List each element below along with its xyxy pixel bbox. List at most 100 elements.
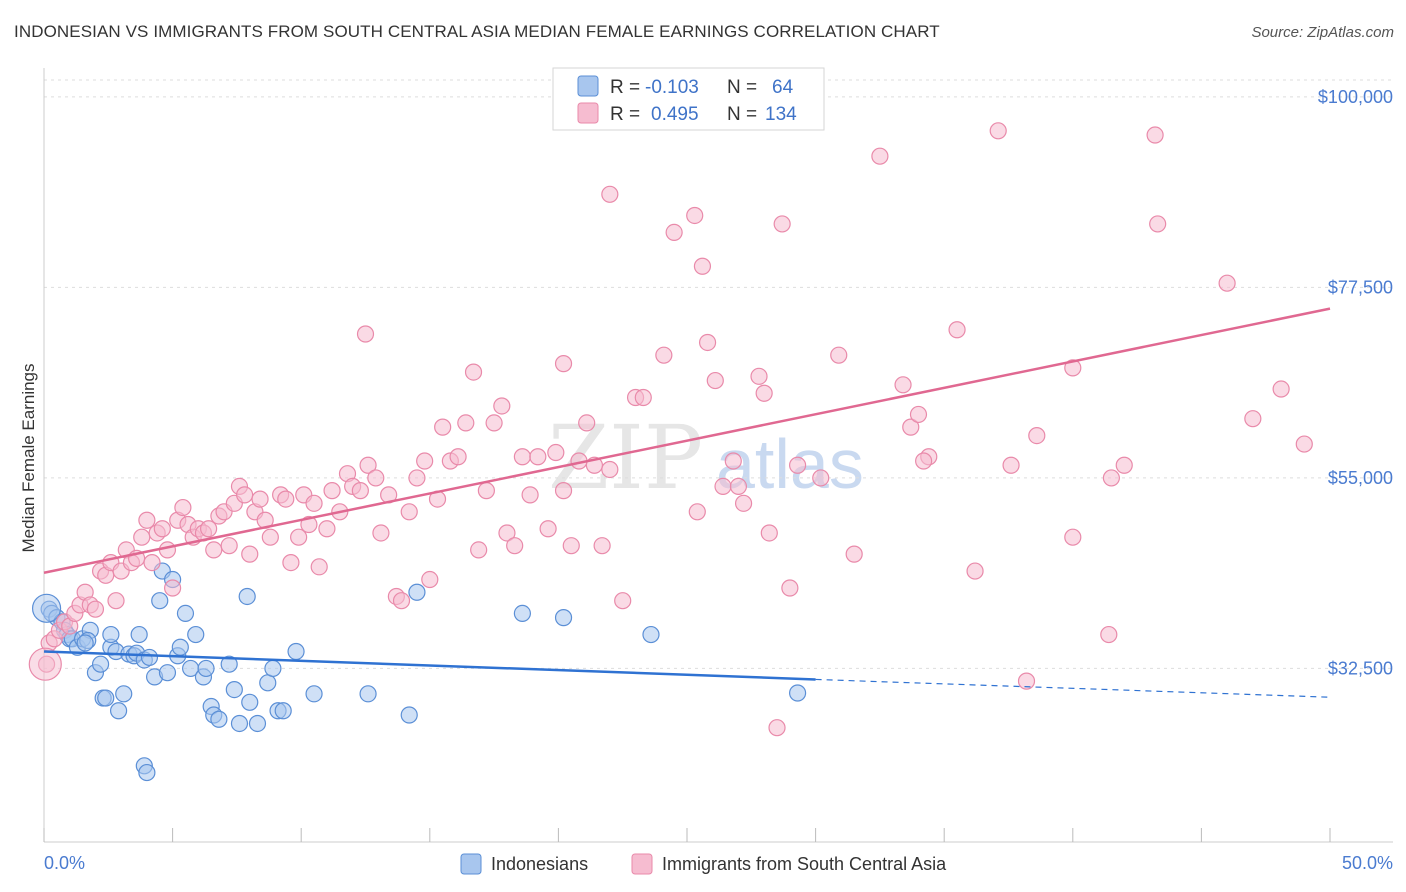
y-tick-label-1: $55,000	[1328, 468, 1393, 488]
indonesians-point-55	[408, 583, 426, 601]
south-central-asia-point-87	[562, 537, 580, 555]
south-central-asia-point-109	[830, 346, 848, 364]
south-central-asia-point-120	[1064, 528, 1082, 546]
south-central-asia-point-135	[773, 215, 791, 233]
bottom-legend-label-2: Immigrants from South Central Asia	[662, 854, 947, 874]
south-central-asia-point-14	[107, 592, 125, 610]
south-central-asia-point-89	[578, 414, 596, 432]
south-central-asia-point-78	[493, 397, 511, 415]
indonesians-point-48	[264, 659, 282, 678]
indonesians-point-40	[210, 710, 228, 728]
south-central-asia-point-117	[1002, 456, 1020, 474]
south-central-asia-point-140	[768, 719, 786, 737]
indonesians-point-44	[238, 587, 256, 606]
south-central-asia-point-126	[1244, 410, 1262, 428]
south-central-asia-point-23	[153, 520, 171, 538]
indonesians-point-15	[97, 689, 115, 707]
south-central-asia-point-20	[138, 511, 156, 529]
indonesians-point-43	[230, 714, 249, 733]
y-tick-label-3: $100,000	[1318, 87, 1393, 107]
south-central-asia-point-58	[351, 482, 369, 500]
south-central-asia-point-33	[205, 541, 223, 559]
bottom-legend-swatch-pink	[631, 853, 653, 875]
south-central-asia-point-32	[200, 520, 218, 538]
south-central-asia-point-50	[300, 515, 318, 534]
y-axis-label: Median Female Earnings	[19, 364, 38, 553]
legend-r-label-1: R =	[610, 77, 640, 98]
tick-labels: $32,500 $55,000 $77,500 $100,000	[1318, 87, 1393, 679]
bottom-legend-swatch-blue	[460, 853, 482, 875]
south-central-asia-point-133	[665, 223, 683, 241]
trend-line-south-central-asia	[43, 307, 1331, 574]
south-central-asia-point-74	[464, 363, 483, 381]
indonesians-point-58	[642, 625, 660, 644]
south-central-asia-point-128	[1295, 435, 1313, 453]
south-central-asia-point-116	[966, 562, 984, 580]
indonesians-point-47	[259, 674, 277, 692]
south-central-asia-point-24	[158, 541, 177, 559]
south-central-asia-point-110	[845, 545, 863, 563]
axes	[43, 68, 1393, 843]
south-central-asia-point-91	[593, 537, 611, 555]
south-central-asia-point-48	[290, 528, 308, 546]
south-central-asia-point-127	[1272, 380, 1290, 398]
indonesians-point-42	[225, 680, 243, 699]
indonesians-point-60	[138, 763, 156, 782]
south-central-asia-point-103	[750, 367, 768, 385]
south-central-asia-point-119	[1028, 427, 1046, 445]
x-tick-max: 50.0%	[1342, 853, 1393, 873]
south-central-asia-point-124	[1149, 215, 1167, 233]
indonesians-point-27	[151, 592, 169, 610]
south-central-asia-point-129	[989, 122, 1007, 140]
indonesians-point-61	[102, 625, 120, 644]
south-central-asia-point-130	[1146, 126, 1164, 144]
series-legend: Indonesians Immigrants from South Centra…	[460, 853, 947, 875]
south-central-asia-point-52	[310, 558, 328, 576]
south-central-asia-point-115	[948, 321, 966, 339]
south-central-asia-point-65	[400, 503, 418, 521]
legend-n-label-1: N =	[727, 77, 757, 98]
south-central-asia-point-97	[688, 503, 706, 521]
series-south-central-asia	[28, 122, 1313, 737]
south-central-asia-point-60	[367, 469, 385, 487]
indonesians-point-37	[197, 659, 215, 678]
chart-title: INDONESIAN VS IMMIGRANTS FROM SOUTH CENT…	[14, 22, 940, 41]
indonesians-point-33	[176, 604, 195, 623]
south-central-asia-point-36	[220, 537, 238, 555]
indonesians-point-23	[130, 625, 148, 644]
y-tick-label-0: $32,500	[1328, 658, 1393, 678]
south-central-asia-point-70	[434, 418, 452, 436]
indonesians-point-62	[76, 634, 94, 652]
indonesians-point-large	[31, 593, 62, 623]
trend-line-indonesians-extension	[815, 678, 1331, 698]
south-central-asia-point-46	[277, 490, 295, 508]
indonesians-point-50	[274, 702, 292, 720]
south-central-asia-point-79	[498, 524, 516, 542]
south-central-asia-point-99	[706, 371, 724, 390]
south-central-asia-point-137	[356, 325, 375, 343]
bottom-legend-label-1: Indonesians	[491, 854, 588, 874]
south-central-asia-point-104	[755, 384, 773, 402]
south-central-asia-point-123	[1115, 456, 1133, 474]
south-central-asia-point-27	[174, 498, 192, 517]
south-central-asia-point-76	[477, 482, 495, 500]
south-central-asia-point-51	[305, 494, 323, 512]
south-central-asia-point-10	[86, 600, 105, 618]
south-central-asia-point-134	[686, 206, 704, 225]
south-central-asia-point-96	[655, 346, 673, 364]
south-central-asia-point-93	[614, 592, 632, 610]
south-central-asia-point-112	[902, 418, 920, 436]
south-central-asia-point-73	[457, 414, 475, 432]
legend-swatch-blue	[577, 75, 599, 97]
south-central-asia-point-122	[1102, 469, 1120, 487]
south-central-asia-point-42	[251, 490, 269, 508]
south-central-asia-point-102	[734, 494, 753, 512]
south-central-asia-point-21	[143, 553, 161, 572]
south-central-asia-point-40	[241, 545, 259, 563]
chart-source: Source: ZipAtlas.com	[1251, 24, 1394, 41]
south-central-asia-point-85	[547, 443, 565, 462]
legend-n-value-1: 64	[772, 77, 794, 98]
indonesians-point-56	[513, 604, 531, 623]
indonesians-point-46	[248, 714, 267, 733]
